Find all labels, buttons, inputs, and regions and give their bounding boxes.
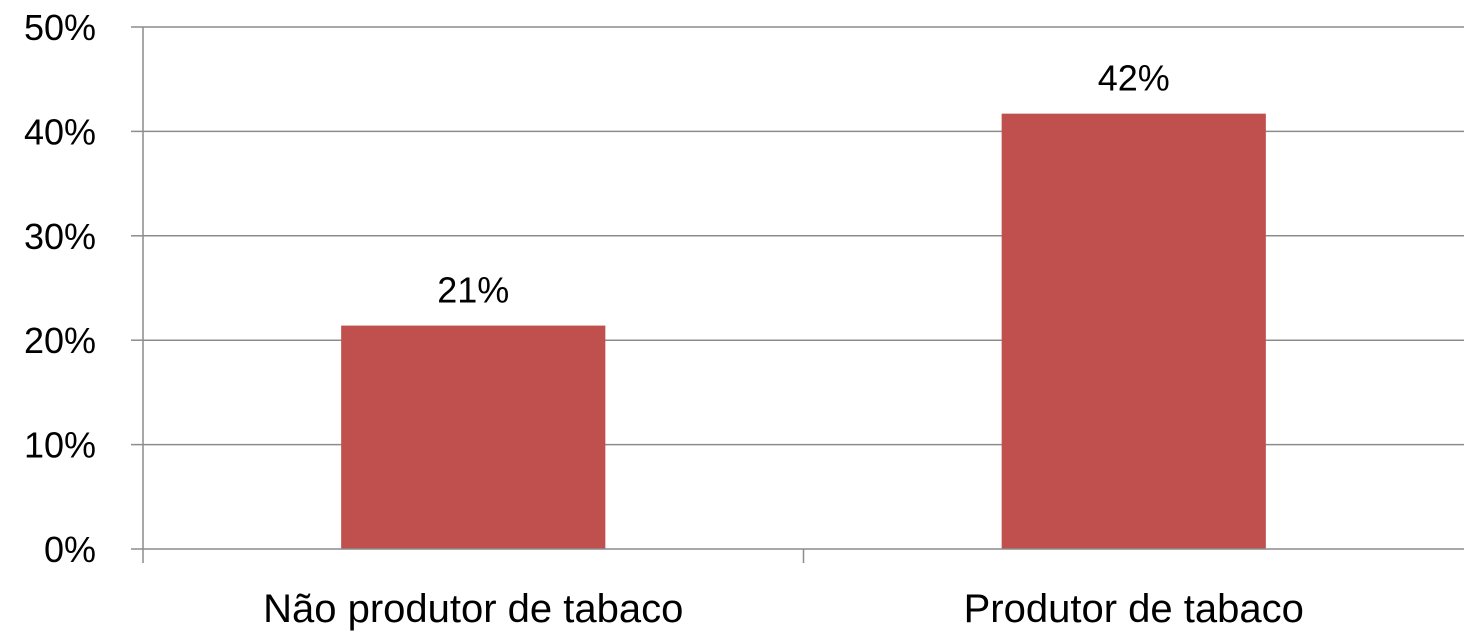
bars <box>341 113 1266 549</box>
y-tick-label: 50% <box>24 7 96 48</box>
y-tick-label: 10% <box>24 425 96 466</box>
data-label: 21% <box>437 270 509 311</box>
bar <box>1001 113 1266 549</box>
labels: 0% 10% 20% 30% 40% 50% 21% Não produtor de taba… <box>24 7 1304 631</box>
bar <box>341 325 606 549</box>
y-tick-label: 40% <box>24 111 96 152</box>
data-label: 42% <box>1098 58 1170 99</box>
axes <box>131 26 1464 563</box>
y-tick-label: 30% <box>24 216 96 257</box>
y-tick-label: 0% <box>44 529 96 570</box>
x-category-label: Não produtor de tabaco <box>263 587 683 631</box>
x-category-label: Produtor de tabaco <box>964 587 1304 631</box>
y-tick-label: 20% <box>24 320 96 361</box>
